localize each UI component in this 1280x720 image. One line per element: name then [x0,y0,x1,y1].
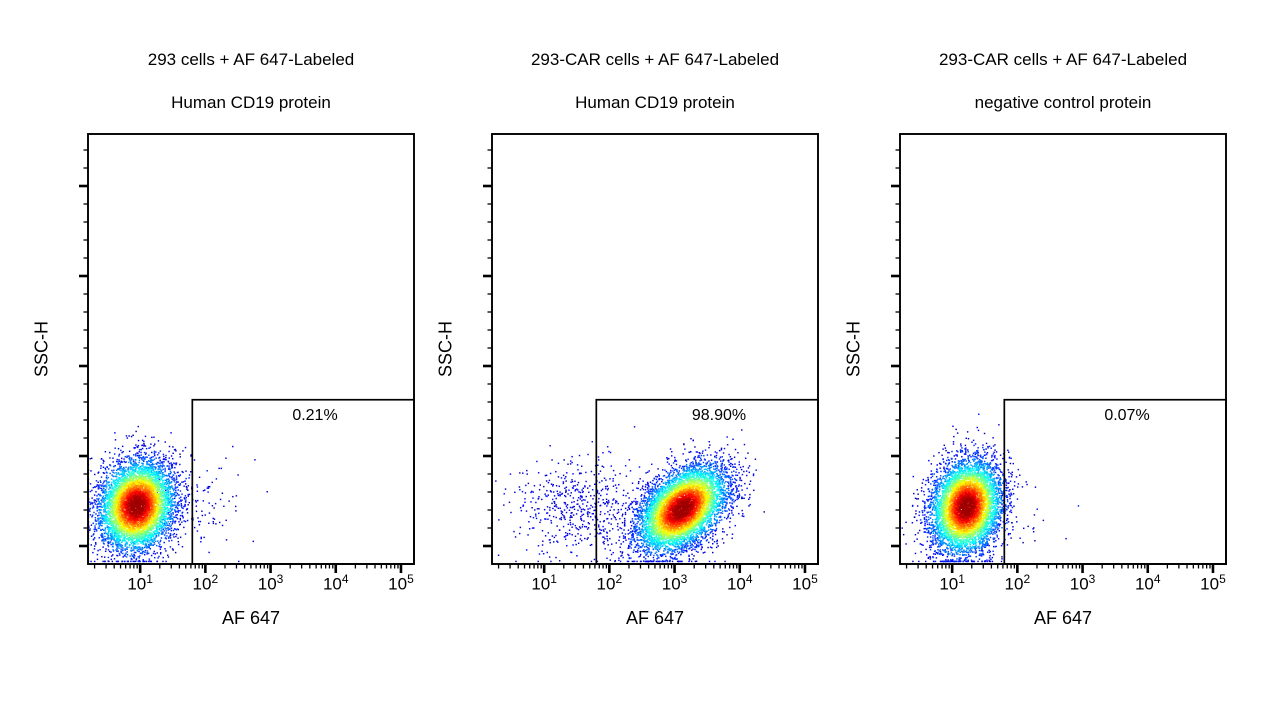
gate-region [595,398,819,565]
panel-title-line2: negative control protein [974,93,1152,112]
x-tick-label-10e1: 101 [127,572,153,594]
gate-percentage-label: 98.90% [691,407,747,424]
x-tick-label-10e2: 102 [1004,572,1031,594]
x-tick-label-10e1: 101 [939,572,965,594]
panel-title-line1: 293-CAR cells + AF 647-Labeled [938,50,1188,69]
gate-percentage-label: 0.07% [1104,407,1150,424]
x-tick-label-10e1: 101 [531,572,557,594]
gate-region [191,398,415,565]
plot-box [899,133,1227,565]
flow-panel-293-car-negative-control: 293-CAR cells + AF 647-Labeled negative … [844,50,1227,628]
x-tick-label-10e4: 104 [322,572,349,594]
x-tick-label-10e5: 105 [388,572,414,594]
y-axis-label: SSC-H [843,320,864,378]
axes-and-gate [79,133,415,573]
y-axis-label: SSC-H [31,320,52,378]
density-scatter-canvas [492,134,818,564]
x-tick-label-10e3: 103 [257,572,284,594]
x-tick-label-10e3: 103 [661,572,688,594]
x-axis-label: AF 647 [221,608,281,628]
flow-panel-293-car-cd19: 293-CAR cells + AF 647-Labeled Human CD1… [436,50,819,628]
gate-region [1003,398,1227,565]
x-tick-label-10e2: 102 [192,572,219,594]
x-tick-label-10e4: 104 [726,572,753,594]
x-tick-label-10e2: 102 [596,572,623,594]
density-scatter-canvas [88,134,414,564]
x-axis-label: AF 647 [1033,608,1093,628]
flow-panel-293-cells: 293 cells + AF 647-Labeled Human CD19 pr… [32,50,415,628]
panel-title-line1: 293-CAR cells + AF 647-Labeled [530,50,780,69]
density-scatter-canvas [900,134,1226,564]
y-axis-label: SSC-H [435,320,456,378]
plot-box [491,133,819,565]
x-tick-label-10e3: 103 [1069,572,1096,594]
x-tick-label-10e5: 105 [1200,572,1226,594]
plot-box [87,133,415,565]
panel-title-line2: Human CD19 protein [171,93,331,112]
x-tick-label-10e5: 105 [792,572,818,594]
x-tick-label-10e4: 104 [1134,572,1161,594]
panel-title-line2: Human CD19 protein [575,93,735,112]
axes-and-gate [483,133,819,573]
axes-and-gate [891,133,1227,573]
panel-title-line1: 293 cells + AF 647-Labeled [147,50,355,69]
x-axis-label: AF 647 [625,608,685,628]
gate-percentage-label: 0.21% [292,407,338,424]
